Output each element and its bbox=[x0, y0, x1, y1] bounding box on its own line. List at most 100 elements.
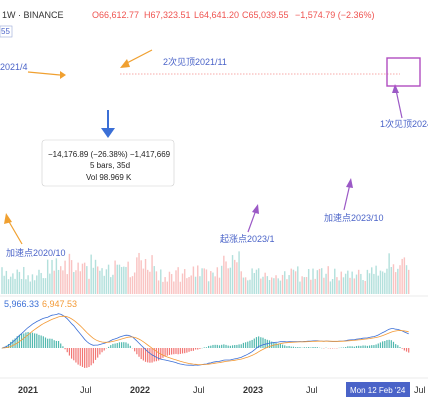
volume-bar bbox=[286, 279, 288, 294]
macd-hist-bar bbox=[390, 340, 392, 348]
volume-bar bbox=[29, 281, 31, 294]
volume-bar bbox=[66, 274, 68, 294]
macd-hist-bar bbox=[386, 340, 388, 348]
macd-hist-bar bbox=[364, 345, 366, 348]
macd-hist-bar bbox=[297, 347, 299, 348]
volume-bar bbox=[342, 277, 345, 294]
volume-bar bbox=[73, 272, 75, 294]
macd-hist-bar bbox=[94, 348, 97, 360]
volume-bar bbox=[275, 275, 277, 294]
macd-hist-bar bbox=[214, 344, 216, 348]
volume-bar bbox=[312, 268, 314, 294]
volume-bar bbox=[347, 270, 349, 294]
macd-hist-bar bbox=[103, 348, 105, 351]
volume-bar bbox=[103, 275, 105, 294]
volume-bar bbox=[79, 271, 82, 294]
macd-hist-bar bbox=[31, 332, 34, 348]
macd-hist-bar bbox=[77, 348, 79, 365]
macd-hist-bar bbox=[308, 347, 310, 348]
arrow-2021-11-head bbox=[120, 59, 130, 68]
macd-hist-bar bbox=[20, 333, 23, 348]
volume-bar bbox=[36, 275, 38, 294]
volume-bar bbox=[405, 265, 408, 294]
volume-bar bbox=[384, 272, 386, 294]
macd-hist-bar bbox=[286, 346, 288, 348]
volume-bar bbox=[40, 272, 42, 294]
volume-bar bbox=[86, 266, 88, 294]
volume-bar bbox=[188, 277, 190, 294]
volume-bar bbox=[183, 269, 186, 294]
macd-hist-bar bbox=[166, 348, 168, 356]
volume-bar bbox=[327, 266, 329, 294]
macd-hist-bar bbox=[192, 348, 194, 351]
volume-bar bbox=[44, 278, 47, 294]
macd-hist-bar bbox=[262, 337, 264, 348]
arrow-2023-1 bbox=[247, 209, 257, 233]
volume-bar bbox=[1, 267, 3, 294]
macd-hist-bar bbox=[362, 345, 364, 348]
macd-hist-bar bbox=[90, 348, 92, 366]
macd-hist-bar bbox=[264, 338, 266, 348]
volume-bar bbox=[175, 270, 177, 294]
macd-hist-bar bbox=[57, 340, 60, 348]
macd-hist-bar bbox=[23, 333, 25, 348]
macd-hist-bar bbox=[355, 345, 358, 348]
volume-bar bbox=[212, 272, 214, 294]
volume-bar bbox=[27, 275, 29, 294]
macd-dif-label: 5,966.33 bbox=[4, 299, 39, 309]
volume-bar bbox=[207, 281, 210, 294]
volume-bar bbox=[377, 275, 379, 294]
header-low: L64,641.20 bbox=[194, 10, 239, 20]
volume-bar bbox=[88, 278, 90, 294]
header-open: O66,612.77 bbox=[92, 10, 139, 20]
macd-hist-bar bbox=[392, 341, 395, 348]
macd-hist-bar bbox=[377, 343, 379, 348]
macd-hist-bar bbox=[173, 348, 175, 355]
macd-hist-bar bbox=[345, 347, 347, 348]
volume-bar bbox=[368, 273, 371, 294]
volume-bar bbox=[105, 269, 108, 294]
macd-hist-bar bbox=[242, 342, 245, 348]
volume-bar bbox=[329, 281, 332, 294]
volume-bar bbox=[364, 280, 366, 294]
volume-bar bbox=[99, 270, 101, 294]
tick-jul-2022: Jul bbox=[193, 385, 205, 395]
volume-bar bbox=[288, 275, 290, 294]
macd-hist-bar bbox=[351, 346, 353, 348]
volume-bar bbox=[64, 260, 66, 294]
macd-hist-bar bbox=[260, 337, 262, 348]
macd-hist-bar bbox=[310, 347, 312, 348]
volume-bar bbox=[75, 270, 77, 294]
macd-hist-bar bbox=[403, 348, 405, 351]
macd-hist-bar bbox=[199, 348, 201, 349]
volume-bar bbox=[123, 266, 125, 294]
volume-bar bbox=[247, 280, 249, 294]
macd-hist-bar bbox=[405, 348, 408, 352]
volume-bar bbox=[273, 278, 275, 294]
volume-bar bbox=[125, 266, 127, 294]
macd-hist-bar bbox=[281, 344, 284, 348]
macd-hist-bar bbox=[140, 348, 142, 360]
volume-bar bbox=[129, 277, 132, 294]
macd-hist-bar bbox=[134, 348, 136, 352]
volume-bar bbox=[292, 269, 295, 294]
macd-dea-label: 6,947.53 bbox=[42, 299, 77, 309]
volume-bar bbox=[68, 253, 71, 294]
macd-hist-bar bbox=[279, 343, 281, 348]
macd-hist-bar bbox=[125, 342, 127, 348]
annotation-2023-10: 加速点2023/10 bbox=[324, 213, 384, 223]
volume-bar bbox=[133, 272, 136, 294]
macd-hist-bar bbox=[212, 344, 214, 348]
tick-2021: 2021 bbox=[18, 385, 38, 395]
macd-hist-bar bbox=[147, 348, 149, 363]
volume-bar bbox=[310, 279, 312, 294]
arrow-2023-10-head bbox=[346, 178, 353, 188]
volume-bar bbox=[55, 258, 58, 294]
macd-hist-bar bbox=[73, 348, 75, 361]
volume-bar bbox=[366, 269, 369, 294]
macd-hist-bar bbox=[14, 338, 16, 348]
macd-hist-bar bbox=[157, 348, 160, 361]
macd-hist-bar bbox=[138, 348, 140, 357]
volume-bar bbox=[255, 269, 258, 294]
volume-bar bbox=[114, 260, 116, 294]
